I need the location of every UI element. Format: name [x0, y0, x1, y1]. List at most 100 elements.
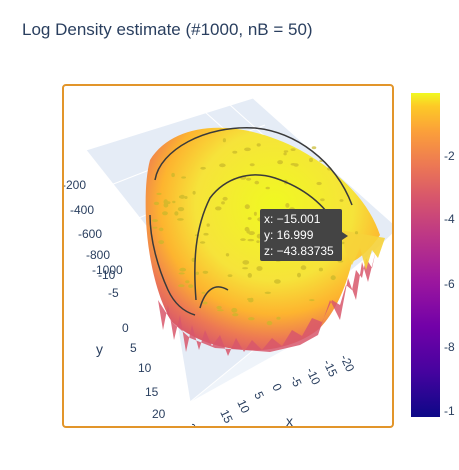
surface-bump — [318, 267, 323, 272]
surface-bump — [254, 180, 260, 185]
surface-bump — [274, 279, 281, 284]
colorbar-tick-label: -6 — [444, 277, 455, 291]
surface-bump — [250, 297, 254, 302]
surface-bump — [290, 148, 296, 152]
surface-bump — [163, 199, 168, 205]
colorbar-tick-label: -8 — [444, 340, 455, 354]
surface-bump — [300, 265, 307, 270]
surface-bump — [178, 284, 185, 288]
surface-bump — [319, 160, 323, 162]
colorbar-tick-label: -4 — [444, 212, 455, 226]
z-axis-ticks: -200 -400 -600 -800-1000 — [62, 178, 123, 277]
surface-bump — [156, 192, 162, 195]
x-tick-label: 2 — [183, 421, 199, 433]
surface-bump — [162, 211, 168, 216]
surface-bump — [202, 270, 209, 274]
surface-bump — [179, 194, 185, 199]
surface-bump — [320, 198, 325, 202]
y-tick-label: -10 — [98, 268, 116, 282]
surface-bump — [244, 226, 250, 232]
surface-bump — [309, 299, 315, 302]
surface-bump — [231, 307, 238, 313]
surface-bump — [247, 238, 255, 242]
surface-bump — [181, 176, 187, 179]
colorbar-gradient[interactable] — [411, 93, 440, 417]
surface-bump — [242, 260, 250, 265]
surface-bump — [158, 227, 164, 232]
surface-bump — [219, 163, 226, 168]
surface-spikes — [158, 250, 376, 356]
surface-bump — [246, 177, 252, 181]
surface-bump — [227, 274, 233, 277]
surface-bump — [276, 316, 281, 320]
surface-bump — [199, 241, 206, 244]
right-wing — [340, 230, 385, 270]
surface-bump — [179, 267, 187, 272]
x-tick-label: -10 — [303, 365, 323, 387]
surface-bump — [203, 232, 209, 236]
surface-bump — [285, 203, 290, 208]
surface-bump — [253, 211, 257, 216]
chart-title: Log Density estimate (#1000, nB = 50) — [22, 20, 313, 39]
surface-bump — [174, 211, 179, 216]
surface-bump — [192, 190, 196, 195]
surface-bump — [242, 267, 249, 270]
x-tick-label: 15 — [217, 407, 235, 425]
surface-bump — [185, 280, 190, 284]
surface-bump — [215, 206, 222, 211]
surface-bump — [265, 186, 270, 190]
x-tick-label: -20 — [337, 352, 357, 374]
surface-bump — [247, 273, 252, 278]
surface-bump — [283, 150, 289, 153]
hover-y: y: 16.999 — [264, 228, 314, 242]
surface-bump — [232, 150, 238, 154]
surface-bump — [195, 271, 199, 275]
surface-bump — [330, 275, 336, 281]
surface-bump — [216, 305, 222, 310]
surface-bump — [225, 253, 230, 257]
colorbar[interactable]: -2 -4 -6 -8 -1 — [411, 93, 455, 418]
surface-bump — [283, 152, 287, 156]
surface-bump — [316, 181, 322, 186]
surface-bump — [201, 291, 206, 294]
surface-bump — [354, 231, 359, 235]
surface-bump — [202, 301, 208, 305]
surface-bump — [248, 317, 255, 321]
surface-bump — [152, 226, 158, 229]
x-tick-label: -15 — [320, 357, 340, 379]
y-tick-label: 20 — [152, 407, 166, 421]
surface-bump — [309, 157, 313, 163]
surface-bump — [153, 201, 160, 206]
colorbar-tick-label: -1 — [444, 404, 455, 418]
surface-bump — [264, 291, 271, 294]
surface-bump — [256, 240, 260, 244]
surface-bump — [244, 147, 251, 152]
surface-bump — [311, 146, 317, 150]
y-tick-label: 10 — [138, 361, 152, 375]
surface-bump — [232, 313, 239, 317]
surface-bump — [290, 163, 297, 166]
z-tick-label: -1000 — [92, 263, 123, 277]
y-axis-title: y — [96, 341, 103, 357]
z-tick-label: -400 — [70, 203, 94, 217]
z-tick-label: -200 — [62, 178, 86, 192]
y-tick-label: -5 — [108, 286, 119, 300]
x-axis-title: x — [286, 413, 293, 429]
surface-bump — [200, 166, 206, 170]
surface-bump — [217, 309, 224, 312]
hover-x: x: −15.001 — [264, 212, 321, 226]
surface-bump — [277, 160, 283, 165]
surface-bump — [221, 201, 225, 205]
y-tick-label: 5 — [130, 341, 137, 355]
hover-tooltip: x: −15.001 y: 16.999 z: −43.83735 — [260, 209, 348, 261]
surface-bump — [184, 196, 188, 199]
surface-bump — [240, 238, 246, 242]
y-tick-label: 0 — [122, 321, 129, 335]
surface-bump — [256, 143, 261, 147]
surface-bump — [158, 240, 165, 245]
surface-bump — [266, 320, 273, 326]
surface-bump — [249, 163, 255, 167]
